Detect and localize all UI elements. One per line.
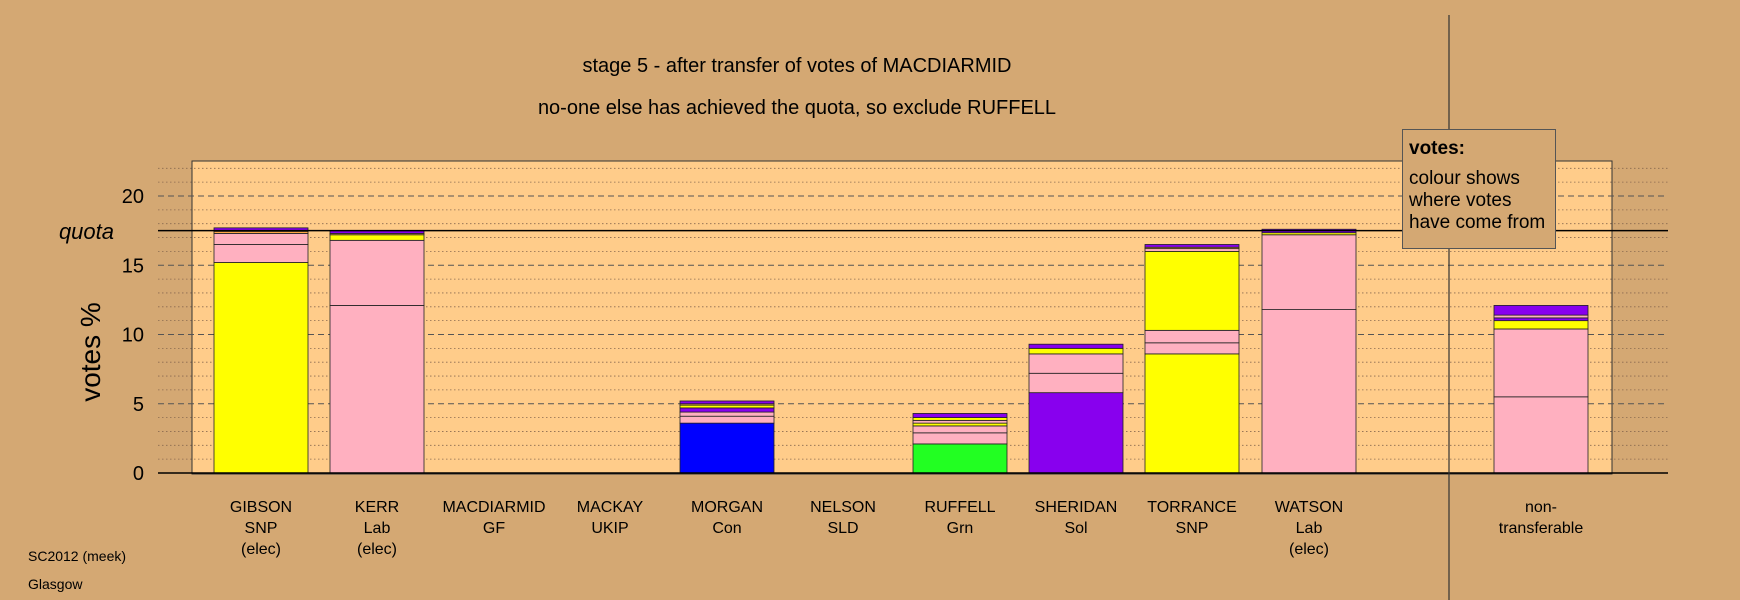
bar-watson-segment-2 [1261, 234, 1357, 310]
category-label-8-line-2: Sol [1064, 520, 1087, 537]
bar-torrance-segment-4 [1144, 250, 1240, 331]
bar-gibson-segment-1 [213, 262, 309, 474]
category-label-3-line-1: MACDIARMID [442, 499, 545, 516]
bar-sheridan-segment-3 [1028, 353, 1124, 374]
chart-subtitle: no-one else has achieved the quota, so e… [538, 97, 1056, 119]
category-label-6-line-1: NELSON [810, 499, 876, 516]
footer-source: SC2012 (meek) [28, 548, 127, 564]
category-label-10-line-2: Lab [1296, 520, 1323, 537]
y-tick-label-0: 0 [133, 463, 144, 485]
bar-torrance-segment-3 [1144, 329, 1240, 344]
bar-ruffell-segment-1 [912, 443, 1008, 474]
bar-morgan-segment-4 [679, 407, 775, 413]
category-label-2-line-3: (elec) [357, 541, 397, 558]
bar-sheridan-segment-4 [1028, 347, 1124, 355]
bar-ruffell-segment-4 [912, 422, 1008, 427]
category-label-6-line-2: SLD [827, 520, 858, 537]
bar-non-segment-3 [1493, 320, 1589, 330]
bar-gibson-segment-2 [213, 244, 309, 263]
bar-sheridan-segment-5 [1028, 343, 1124, 349]
category-label-11-line-1: non- [1525, 499, 1557, 516]
bar-ruffell-segment-2 [912, 432, 1008, 445]
legend-line-1: colour shows [1409, 168, 1520, 189]
bar-torrance-segment-1 [1144, 353, 1240, 474]
bar-non-segment-6 [1493, 305, 1589, 316]
bar-kerr-segment-3 [329, 234, 425, 241]
category-label-1-line-1: GIBSON [230, 499, 292, 516]
y-axis-label: votes % [75, 302, 106, 402]
category-label-5-line-2: Con [712, 520, 741, 537]
category-label-1-line-2: SNP [245, 520, 278, 537]
bar-sheridan-segment-2 [1028, 372, 1124, 394]
bar-morgan-segment-2 [679, 415, 775, 424]
bar-kerr-segment-1 [329, 305, 425, 474]
y-tick-label-20: 20 [122, 186, 144, 208]
category-label-10-line-1: WATSON [1275, 499, 1343, 516]
bar-non-segment-2 [1493, 328, 1589, 398]
bar-torrance-segment-5 [1144, 248, 1240, 252]
bar-non-segment-5 [1493, 314, 1589, 319]
category-label-10-line-3: (elec) [1289, 541, 1329, 558]
legend-line-3: have come from [1409, 212, 1546, 233]
legend-title: votes: [1409, 138, 1465, 159]
y-tick-label-10: 10 [122, 325, 144, 347]
bar-ruffell-segment-3 [912, 425, 1008, 434]
category-label-7-line-1: RUFFELL [924, 499, 995, 516]
category-labels: GIBSON SNP (elec) KERR Lab (elec) MACDIARMID GF… [230, 499, 1583, 558]
category-label-9-line-1: TORRANCE [1147, 499, 1237, 516]
plot-panel [191, 160, 1613, 475]
category-label-7-line-2: Grn [947, 520, 974, 537]
category-label-9-line-2: SNP [1176, 520, 1209, 537]
category-label-2-line-1: KERR [355, 499, 399, 516]
bar-morgan-segment-7 [679, 400, 775, 405]
category-label-4-line-2: UKIP [591, 520, 628, 537]
bar-non-segment-4 [1493, 317, 1589, 322]
bar-sheridan-segment-1 [1028, 392, 1124, 474]
bar-ruffell-segment-7 [912, 413, 1008, 419]
bar-non-segment-1 [1493, 396, 1589, 474]
legend-line-2: where votes [1409, 190, 1512, 211]
bar-gibson-segment-3 [213, 232, 309, 245]
bar-morgan-segment-3 [679, 411, 775, 417]
category-label-2-line-2: Lab [364, 520, 391, 537]
bar-torrance-segment-7 [1144, 244, 1240, 248]
bar-watson-segment-1 [1261, 309, 1357, 474]
legend-box: votes: colour shows where votes have com… [1402, 129, 1556, 249]
category-label-4-line-1: MACKAY [577, 499, 644, 516]
bar-ruffell-segment-5 [912, 419, 1008, 424]
category-label-8-line-1: SHERIDAN [1035, 499, 1118, 516]
bar-kerr-segment-2 [329, 239, 425, 306]
category-label-3-line-2: GF [483, 520, 505, 537]
bar-morgan-segment-5 [679, 404, 775, 409]
bars-group [213, 227, 1589, 474]
y-tick-label-15: 15 [122, 255, 144, 277]
footer-place: Glasgow [28, 576, 83, 592]
bar-ruffell-segment-6 [912, 417, 1008, 421]
category-label-5-line-1: MORGAN [691, 499, 763, 516]
quota-label: quota [59, 219, 114, 244]
y-tick-label-5: 5 [133, 394, 144, 416]
bar-morgan-segment-1 [679, 422, 775, 474]
category-label-1-line-3: (elec) [241, 541, 281, 558]
chart-title: stage 5 - after transfer of votes of MAC… [582, 55, 1011, 77]
category-label-11-line-2: transferable [1499, 520, 1584, 537]
bar-torrance-segment-2 [1144, 342, 1240, 355]
